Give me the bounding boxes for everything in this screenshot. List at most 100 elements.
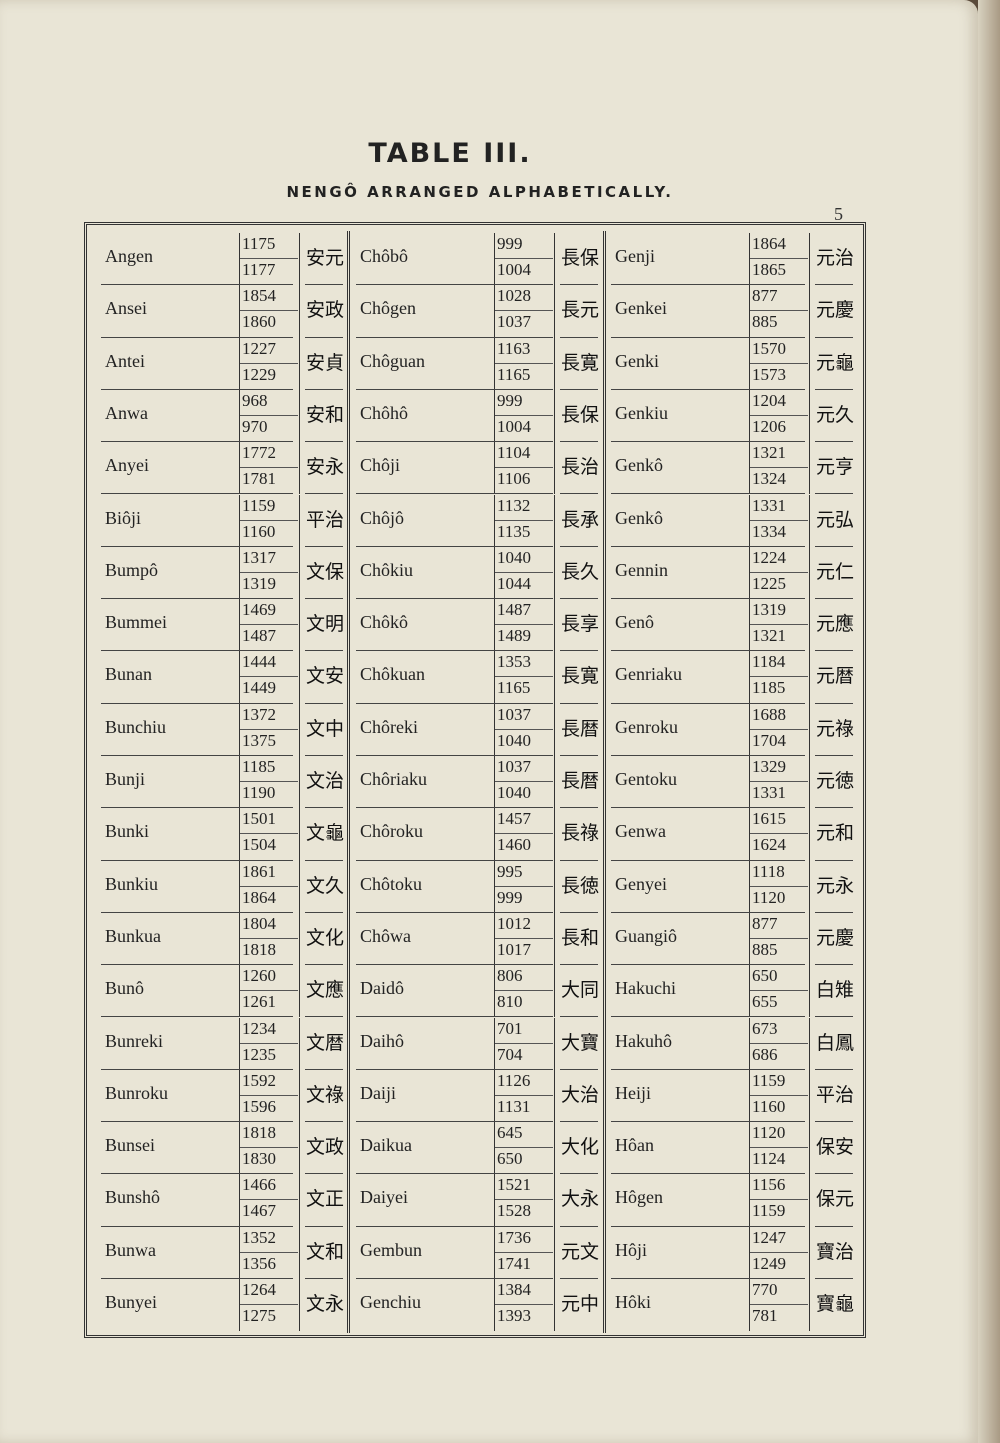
start-year: 1521 xyxy=(497,1175,531,1195)
year-cell: 1487 1489 xyxy=(494,599,553,652)
nengo-name: Genyei xyxy=(615,873,667,894)
end-year: 1489 xyxy=(497,626,531,646)
nengo-name: Bunwa xyxy=(105,1239,156,1260)
nengo-kanji: 大治 xyxy=(554,1069,605,1123)
year-cell: 1861 1864 xyxy=(239,860,298,913)
table-row: Chôwa 1012 1017 長和 xyxy=(352,912,607,966)
kanji-divider xyxy=(815,807,853,809)
kanji-divider xyxy=(560,1225,598,1227)
nengo-kanji: 長元 xyxy=(554,285,605,338)
year-cell: 1104 1106 xyxy=(494,442,553,495)
row-divider xyxy=(101,911,293,913)
kanji-divider xyxy=(305,1173,343,1175)
row-divider xyxy=(356,1121,553,1123)
row-divider xyxy=(356,545,553,547)
nengo-kanji: 大同 xyxy=(554,965,605,1018)
table-row: Genchiu 1384 1393 元中 xyxy=(352,1279,607,1332)
year-cell: 995 999 xyxy=(494,860,553,913)
row-divider xyxy=(356,650,553,652)
year-divider xyxy=(240,833,298,835)
nengo-name: Daidô xyxy=(360,978,404,999)
year-divider xyxy=(240,519,298,521)
kanji-divider xyxy=(305,1225,343,1227)
kanji-divider xyxy=(560,441,598,443)
nengo-kanji: 安政 xyxy=(299,285,350,338)
kanji-divider xyxy=(305,598,343,600)
row-divider xyxy=(101,702,293,704)
nengo-name: Daihô xyxy=(360,1030,404,1051)
kanji-divider xyxy=(815,911,853,913)
kanji-divider xyxy=(560,911,598,913)
year-divider xyxy=(240,362,298,364)
year-divider xyxy=(495,414,553,416)
year-cell: 1247 1249 xyxy=(749,1226,808,1279)
year-divider xyxy=(750,414,808,416)
start-year: 1118 xyxy=(752,861,785,881)
year-divider xyxy=(750,1304,808,1305)
end-year: 686 xyxy=(752,1044,778,1064)
row-divider xyxy=(611,1225,805,1227)
year-divider xyxy=(750,990,808,992)
kanji-divider xyxy=(815,388,853,390)
nengo-name: Chôkô xyxy=(360,612,409,633)
kanji-divider xyxy=(560,1121,598,1123)
year-cell: 770 781 xyxy=(749,1279,808,1332)
row-divider xyxy=(611,964,805,966)
year-divider xyxy=(240,728,298,730)
row-divider xyxy=(101,1225,293,1227)
end-year: 1106 xyxy=(497,469,531,489)
nengo-kanji: 白雉 xyxy=(809,965,860,1018)
table-row: Genyei 1118 1120 元永 xyxy=(607,860,859,913)
table-row: Genwa 1615 1624 元和 xyxy=(607,808,859,861)
table-row: Anwa 968 970 安和 xyxy=(97,389,347,443)
start-year: 1615 xyxy=(752,809,786,829)
end-year: 1120 xyxy=(752,887,786,907)
row-divider xyxy=(101,336,293,338)
kanji-divider xyxy=(815,702,853,704)
year-divider xyxy=(240,571,298,573)
start-year: 1772 xyxy=(242,443,276,463)
end-year: 1124 xyxy=(752,1149,786,1169)
row-divider xyxy=(101,754,293,756)
table-row: Chôhô 999 1004 長保 xyxy=(352,389,607,443)
end-year: 1177 xyxy=(242,260,276,279)
year-cell: 1040 1044 xyxy=(494,546,553,600)
year-divider xyxy=(495,467,553,469)
nengo-name: Bunan xyxy=(105,664,152,685)
table-row: Chôroku 1457 1460 長祿 xyxy=(352,808,607,861)
start-year: 1501 xyxy=(242,809,276,829)
start-year: 1317 xyxy=(242,547,276,567)
end-year: 1275 xyxy=(242,1306,276,1325)
start-year: 1736 xyxy=(497,1227,531,1247)
nengo-kanji: 文祿 xyxy=(299,1069,350,1123)
year-divider xyxy=(240,1147,298,1149)
nengo-kanji: 元慶 xyxy=(809,285,860,338)
year-divider xyxy=(240,990,298,992)
nengo-name: Bunki xyxy=(105,821,150,842)
year-divider xyxy=(240,1251,298,1253)
nengo-name: Angen xyxy=(105,246,153,266)
start-year: 1264 xyxy=(242,1280,276,1299)
end-year: 1860 xyxy=(242,312,276,332)
nengo-name: Bunji xyxy=(105,769,146,789)
end-year: 1528 xyxy=(497,1201,531,1221)
nengo-name: Chôkiu xyxy=(360,559,414,580)
nengo-kanji: 文正 xyxy=(299,1174,350,1227)
nengo-name: Genkei xyxy=(615,298,667,319)
nengo-kanji: 元慶 xyxy=(809,912,860,966)
nengo-kanji: 元仁 xyxy=(809,546,860,600)
row-divider xyxy=(611,1068,805,1070)
row-divider xyxy=(101,493,293,495)
nengo-name: Biôji xyxy=(105,507,142,528)
end-year: 1165 xyxy=(497,364,531,384)
kanji-divider xyxy=(305,545,343,547)
table-row: Bunshô 1466 1467 文正 xyxy=(97,1174,350,1227)
start-year: 968 xyxy=(242,390,268,410)
nengo-name: Guangiô xyxy=(615,925,677,946)
year-cell: 1224 1225 xyxy=(749,546,808,600)
start-year: 1331 xyxy=(752,495,786,515)
year-cell: 701 704 xyxy=(494,1017,553,1070)
nengo-name: Genchiu xyxy=(360,1292,421,1312)
kanji-divider xyxy=(560,702,598,704)
nengo-kanji: 元龜 xyxy=(809,337,860,390)
